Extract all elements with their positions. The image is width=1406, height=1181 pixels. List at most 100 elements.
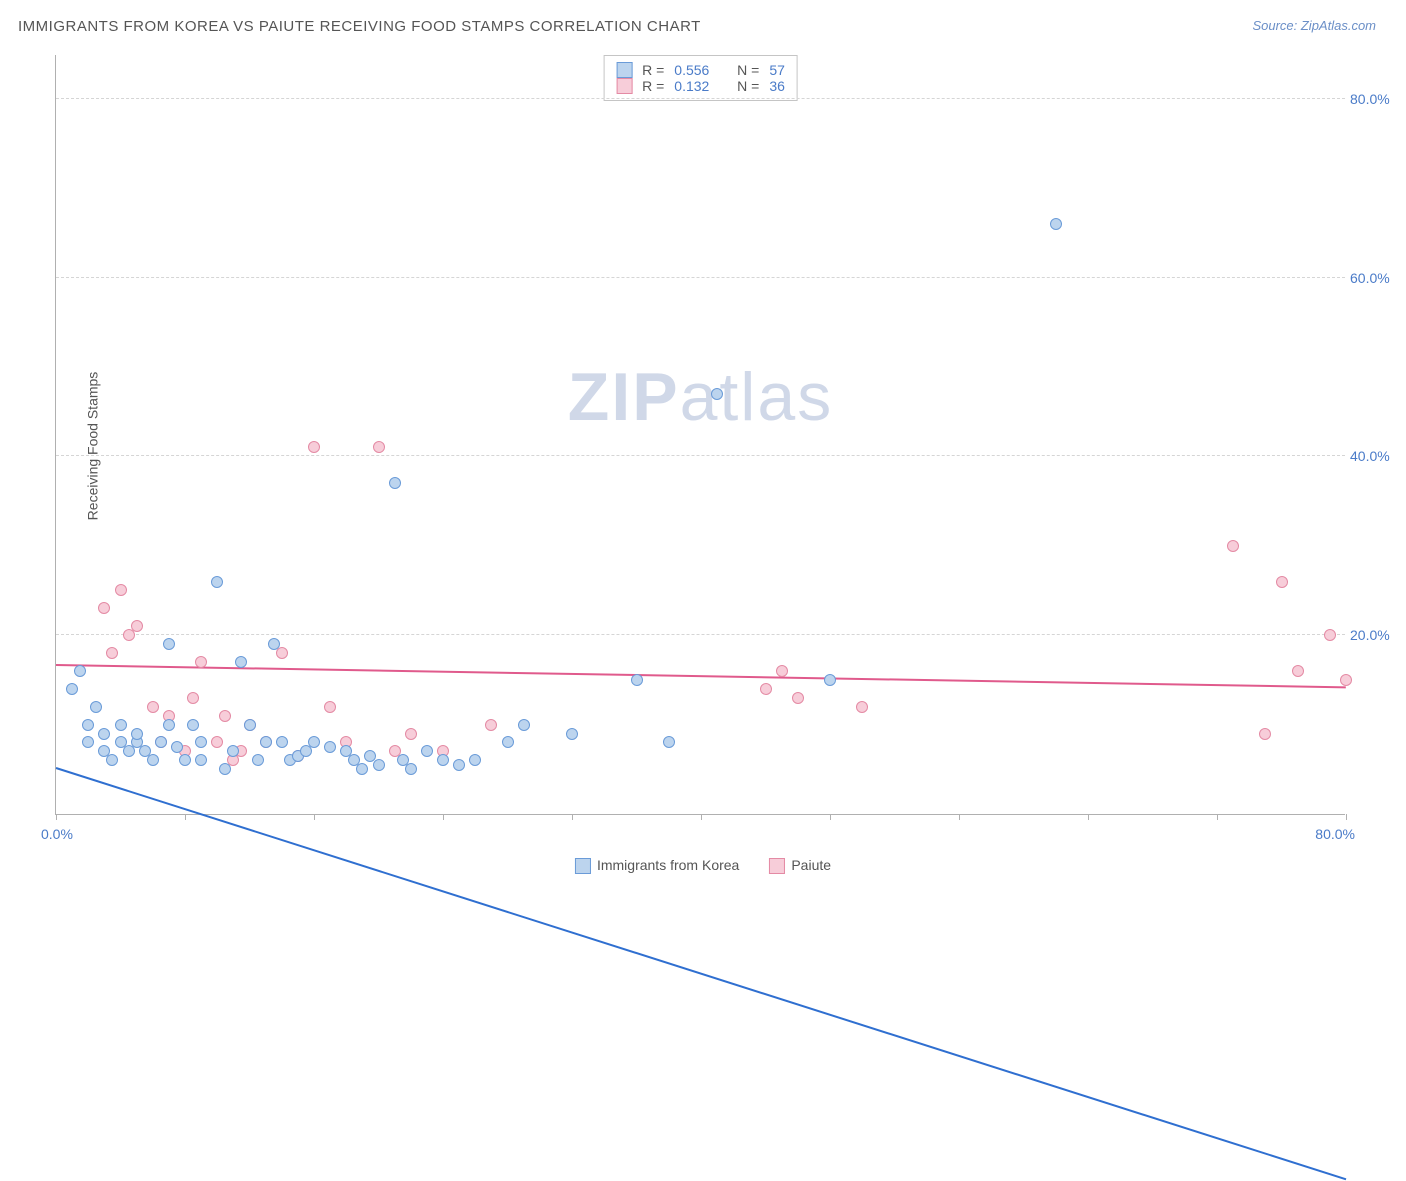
scatter-point-paiute [195,656,207,668]
scatter-point-korea [106,754,118,766]
x-tick-mark [830,814,831,820]
grid-line [56,98,1345,99]
trend-line [56,767,1347,1180]
bottom-legend: Immigrants from Korea Paiute [575,857,831,874]
scatter-point-paiute [485,719,497,731]
trend-line [56,664,1346,688]
x-origin-label: 0.0% [41,826,73,842]
scatter-point-korea [453,759,465,771]
scatter-point-korea [131,728,143,740]
n-label: N = [737,78,759,94]
n-label: N = [737,62,759,78]
scatter-point-paiute [147,701,159,713]
scatter-point-korea [268,638,280,650]
scatter-point-korea [308,736,320,748]
scatter-point-paiute [308,441,320,453]
scatter-point-korea [276,736,288,748]
scatter-point-korea [324,741,336,753]
x-tick-mark [314,814,315,820]
watermark-light: atlas [680,359,834,435]
chart-container: IMMIGRANTS FROM KOREA VS PAIUTE RECEIVIN… [0,0,1406,892]
scatter-point-paiute [131,620,143,632]
x-tick-mark [1346,814,1347,820]
scatter-point-korea [227,745,239,757]
r-value: 0.556 [674,62,709,78]
scatter-point-paiute [1227,540,1239,552]
r-value: 0.132 [674,78,709,94]
scatter-point-korea [147,754,159,766]
scatter-point-paiute [760,683,772,695]
legend-item-korea: Immigrants from Korea [575,857,739,874]
x-tick-mark [56,814,57,820]
scatter-point-paiute [776,665,788,677]
y-tick-label: 80.0% [1350,91,1405,107]
scatter-point-korea [244,719,256,731]
scatter-point-korea [219,763,231,775]
scatter-point-korea [211,576,223,588]
r-label: R = [642,62,664,78]
scatter-point-korea [82,719,94,731]
scatter-point-korea [66,683,78,695]
swatch-paiute [769,858,785,874]
n-value: 57 [769,62,785,78]
source-link[interactable]: Source: ZipAtlas.com [1252,18,1376,33]
watermark: ZIPatlas [568,358,833,436]
scatter-point-paiute [98,602,110,614]
scatter-point-korea [252,754,264,766]
scatter-point-korea [171,741,183,753]
r-label: R = [642,78,664,94]
x-tick-mark [1088,814,1089,820]
scatter-point-korea [163,719,175,731]
swatch-paiute [616,78,632,94]
scatter-point-korea [163,638,175,650]
scatter-point-korea [235,656,247,668]
scatter-point-paiute [1324,629,1336,641]
grid-line [56,634,1345,635]
scatter-point-paiute [106,647,118,659]
n-value: 36 [769,78,785,94]
x-tick-mark [185,814,186,820]
scatter-point-paiute [276,647,288,659]
scatter-point-paiute [187,692,199,704]
scatter-point-paiute [1292,665,1304,677]
scatter-point-korea [195,736,207,748]
scatter-point-paiute [219,710,231,722]
y-tick-label: 60.0% [1350,270,1405,286]
scatter-point-korea [356,763,368,775]
scatter-point-korea [98,728,110,740]
scatter-point-korea [74,665,86,677]
scatter-point-korea [373,759,385,771]
scatter-point-korea [663,736,675,748]
scatter-point-paiute [211,736,223,748]
scatter-point-korea [155,736,167,748]
scatter-point-paiute [115,584,127,596]
scatter-point-korea [1050,218,1062,230]
scatter-point-paiute [405,728,417,740]
y-tick-label: 40.0% [1350,448,1405,464]
scatter-point-korea [469,754,481,766]
swatch-korea [616,62,632,78]
x-tick-mark [572,814,573,820]
stats-row-korea: R = 0.556 N = 57 [616,62,785,78]
plot-area: ZIPatlas R = 0.556 N = 57 R = 0.132 N = … [55,55,1345,815]
scatter-point-korea [260,736,272,748]
legend-label: Immigrants from Korea [597,857,739,873]
scatter-point-paiute [1340,674,1352,686]
scatter-point-korea [502,736,514,748]
scatter-point-korea [437,754,449,766]
watermark-bold: ZIP [568,359,680,435]
scatter-point-paiute [373,441,385,453]
stats-row-paiute: R = 0.132 N = 36 [616,78,785,94]
x-max-label: 80.0% [1315,826,1355,842]
scatter-point-paiute [856,701,868,713]
scatter-point-korea [566,728,578,740]
x-tick-mark [701,814,702,820]
swatch-korea [575,858,591,874]
scatter-point-korea [389,477,401,489]
stats-legend: R = 0.556 N = 57 R = 0.132 N = 36 [603,55,798,101]
grid-line [56,277,1345,278]
scatter-point-paiute [324,701,336,713]
scatter-point-korea [115,719,127,731]
scatter-point-korea [195,754,207,766]
scatter-point-korea [82,736,94,748]
